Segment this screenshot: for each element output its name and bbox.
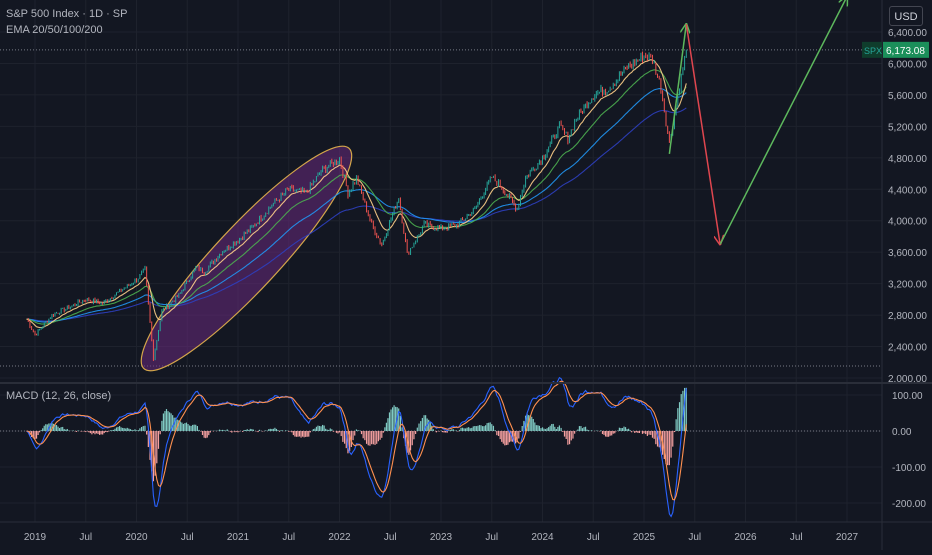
ema-indicator-label[interactable]: EMA 20/50/100/200: [6, 24, 103, 36]
macd-line: [26, 376, 687, 518]
x-tick-label: Jul: [384, 532, 397, 543]
y-tick-label: 6,000.00: [888, 59, 927, 70]
price-tag-symbol: SPX: [864, 46, 882, 56]
y-tick-label: 4,000.00: [888, 217, 927, 228]
chart-title[interactable]: S&P 500 Index · 1D · SP: [6, 8, 128, 20]
macd-signal-line: [26, 380, 687, 501]
macd-tick-label: -100.00: [892, 463, 926, 474]
highlight-layer: [140, 145, 353, 372]
x-tick-label: Jul: [790, 532, 803, 543]
price-tag-symbol-bg: [862, 41, 882, 58]
last-price-tag: SPX 6,173.08: [862, 41, 929, 58]
y-tick-label: 4,400.00: [888, 185, 927, 196]
ema-20-line: [26, 59, 687, 329]
x-tick-label: 2025: [633, 532, 656, 543]
ema-200-line: [26, 107, 687, 322]
arrow-recovery: [719, 0, 847, 245]
arrow-drop: [685, 24, 720, 244]
macd-tick-label: -200.00: [892, 499, 926, 510]
x-tick-label: Jul: [282, 532, 295, 543]
highlight-ellipse: [140, 145, 353, 372]
x-tick-label: 2020: [125, 532, 148, 543]
projection-arrows[interactable]: [668, 0, 847, 245]
x-tick-label: Jul: [181, 532, 194, 543]
macd-layer: [26, 376, 687, 518]
price-layer: [26, 49, 687, 361]
x-tick-label: 2026: [734, 532, 757, 543]
x-tick-label: Jul: [79, 532, 92, 543]
y-tick-label: 5,600.00: [888, 91, 927, 102]
x-tick-label: 2019: [24, 532, 47, 543]
y-tick-label: 2,800.00: [888, 311, 927, 322]
x-tick-label: Jul: [587, 532, 600, 543]
ema-50-line: [26, 69, 687, 325]
y-tick-label: 3,600.00: [888, 248, 927, 259]
macd-indicator-label[interactable]: MACD (12, 26, close): [6, 390, 112, 402]
y-tick-label: 2,000.00: [888, 374, 927, 385]
currency-button[interactable]: USD: [889, 6, 923, 26]
y-tick-label: 6,400.00: [888, 28, 927, 39]
x-tick-label: 2027: [836, 532, 859, 543]
y-tick-label: 3,200.00: [888, 280, 927, 291]
x-tick-label: 2023: [430, 532, 453, 543]
y-tick-label: 2,400.00: [888, 343, 927, 354]
x-tick-label: 2024: [531, 532, 554, 543]
price-tag-bg: [883, 41, 929, 58]
macd-tick-label: 0.00: [892, 427, 912, 438]
y-tick-label: 4,800.00: [888, 154, 927, 165]
x-tick-label: 2021: [227, 532, 250, 543]
grid: [0, 0, 882, 522]
x-tick-label: 2022: [328, 532, 351, 543]
x-tick-label: Jul: [688, 532, 701, 543]
x-tick-label: Jul: [485, 532, 498, 543]
price-tag-value: 6,173.08: [886, 46, 925, 57]
y-tick-label: 5,200.00: [888, 122, 927, 133]
ema-100-line: [26, 88, 687, 323]
macd-tick-label: 100.00: [892, 391, 923, 402]
arrow-rally: [668, 24, 686, 154]
